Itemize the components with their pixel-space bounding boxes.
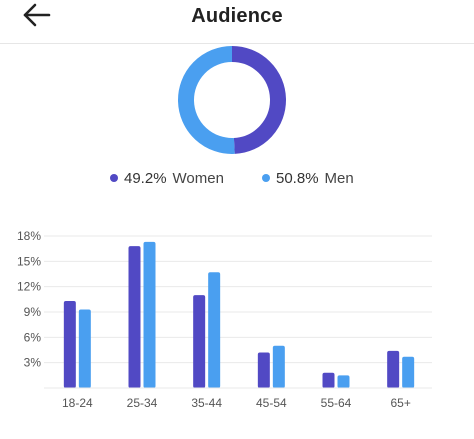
y-tick-label: 18%: [17, 229, 41, 243]
y-tick-label: 9%: [24, 305, 42, 319]
y-tick-label: 3%: [24, 356, 42, 370]
y-tick-label: 15%: [17, 254, 41, 268]
bar-women-25-34: [128, 246, 141, 388]
legend-item-men: 50.8% Men: [262, 168, 354, 188]
x-tick-label: 65+: [390, 396, 410, 410]
back-button[interactable]: [20, 0, 54, 34]
y-tick-label: 12%: [17, 280, 41, 294]
men-label: Men: [324, 169, 354, 187]
women-label: Women: [172, 169, 224, 187]
donut-slice-women: [231, 46, 286, 154]
gender-donut-chart: [178, 46, 286, 154]
bar-men-65+: [402, 356, 415, 388]
bar-women-45-54: [257, 352, 270, 388]
bar-women-55-64: [322, 372, 335, 388]
bar-women-65+: [387, 350, 400, 388]
arrow-left-icon: [23, 3, 51, 27]
x-tick-label: 55-64: [321, 396, 352, 410]
x-tick-label: 25-34: [127, 396, 158, 410]
bar-men-45-54: [272, 345, 285, 388]
women-percentage: 49.2%: [124, 169, 167, 187]
donut-slice-men: [178, 46, 235, 154]
bar-men-18-24: [78, 309, 91, 388]
legend-item-women: 49.2% Women: [110, 168, 224, 188]
y-tick-label: 6%: [24, 330, 42, 344]
bar-men-25-34: [143, 241, 156, 388]
bar-women-18-24: [63, 301, 76, 388]
bar-men-55-64: [337, 375, 350, 388]
age-bar-chart: 3% 6% 9% 12% 15% 18% 18-24 25-34 35-44 45-54 55-64…: [17, 229, 432, 410]
men-percentage: 50.8%: [276, 169, 319, 187]
x-tick-label: 45-54: [256, 396, 287, 410]
x-tick-label: 35-44: [191, 396, 222, 410]
bar-men-35-44: [208, 272, 221, 388]
women-legend-dot: [110, 174, 118, 182]
x-tick-label: 18-24: [62, 396, 93, 410]
men-legend-dot: [262, 174, 270, 182]
app-header: Audience: [0, 0, 474, 44]
page-title: Audience: [191, 5, 283, 27]
bar-women-35-44: [193, 295, 206, 388]
